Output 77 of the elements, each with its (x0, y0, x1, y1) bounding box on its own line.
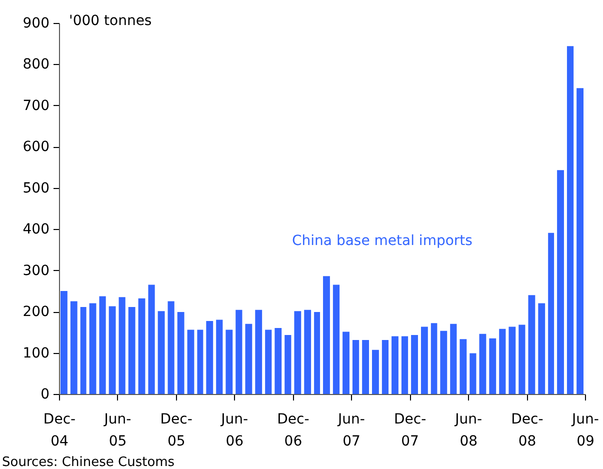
bar (420, 326, 428, 394)
y-axis-title: '000 tonnes (69, 13, 152, 29)
bar (284, 335, 292, 394)
y-tick-label: 500 (22, 180, 50, 196)
bar (392, 336, 398, 394)
bar (538, 303, 546, 394)
bar (274, 328, 282, 394)
bar (576, 88, 584, 394)
y-tick-label: 0 (40, 386, 50, 402)
x-tick-label: Jun-07 (337, 412, 365, 450)
bar (89, 303, 96, 394)
y-tick-label: 700 (22, 98, 50, 114)
bar (382, 340, 389, 394)
bar (148, 284, 155, 394)
bar (60, 290, 68, 394)
bar (108, 306, 116, 394)
bar (304, 310, 312, 394)
bar (206, 321, 214, 394)
bar (158, 311, 165, 394)
bar (401, 336, 408, 394)
bar (352, 340, 360, 394)
y-tick-label: 300 (22, 262, 50, 279)
bar (99, 296, 106, 394)
bar (450, 324, 457, 394)
bar (470, 353, 476, 394)
bar (187, 330, 194, 394)
bar (128, 307, 136, 394)
bar (440, 330, 448, 394)
source-note: Sources: Chinese Customs (2, 455, 175, 469)
y-tick-label: 400 (22, 222, 50, 238)
bar (168, 301, 174, 394)
bar (557, 170, 564, 394)
bar (294, 311, 302, 394)
bar (528, 295, 536, 394)
bar (430, 323, 438, 394)
bar (255, 310, 262, 394)
bar (372, 350, 379, 394)
bar (197, 330, 204, 394)
bar (342, 332, 350, 394)
bar (508, 326, 516, 394)
y-tick-label: 600 (22, 139, 50, 156)
bar (323, 276, 330, 394)
bar (332, 284, 340, 394)
bar (236, 310, 242, 394)
x-tick-label: Dec-04 (43, 412, 76, 450)
y-tick-label: 200 (22, 304, 50, 320)
bar (70, 301, 78, 394)
bar (548, 232, 554, 394)
bar (518, 324, 526, 394)
bar (411, 335, 418, 394)
bar (362, 340, 369, 394)
bar (177, 312, 184, 394)
bar (566, 46, 574, 394)
bar (138, 298, 146, 394)
bar (314, 312, 320, 394)
x-tick-label: Dec-05 (160, 412, 192, 450)
x-tick-label: Dec-08 (511, 412, 544, 450)
x-tick-label: Jun-09 (571, 412, 599, 450)
bar (216, 320, 223, 394)
y-tick-label: 800 (22, 56, 50, 73)
bar (226, 330, 233, 394)
bar (80, 307, 86, 394)
bar (479, 334, 486, 394)
bar (489, 338, 496, 394)
text: China base metal imports (292, 233, 472, 249)
x-tick-label: Jun-05 (103, 412, 132, 450)
bar (118, 297, 126, 394)
bar (265, 330, 272, 394)
bar (460, 339, 467, 394)
x-tick-label: Jun-06 (220, 412, 248, 450)
bar (245, 324, 252, 394)
bar (499, 328, 506, 394)
y-tick-label: 900 (22, 16, 50, 32)
y-tick-label: 100 (22, 345, 50, 362)
x-tick-label: Jun-08 (454, 412, 482, 450)
x-tick-label: Dec-07 (394, 412, 426, 450)
x-tick-label: Dec-06 (277, 412, 310, 450)
